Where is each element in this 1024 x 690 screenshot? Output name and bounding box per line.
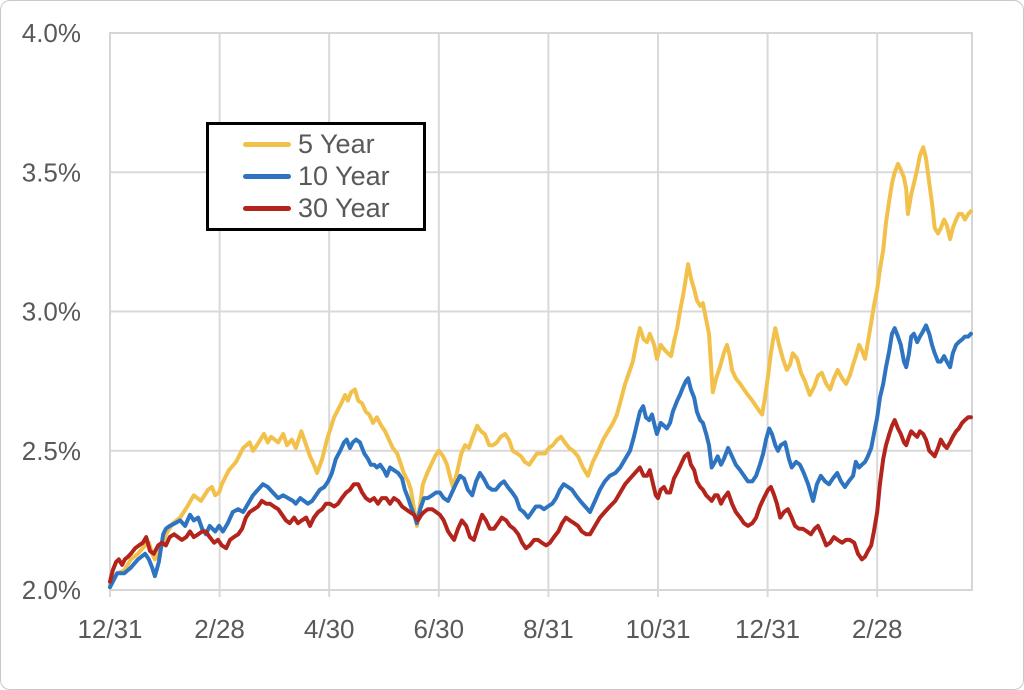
legend-entry-10-year: 10 Year [243, 160, 423, 191]
legend: 5 Year 10 Year 30 Year [206, 122, 426, 231]
x-axis-tick-label: 12/31 [735, 614, 800, 644]
legend-label-5-year: 5 Year [298, 129, 375, 160]
legend-entry-30-year: 30 Year [243, 192, 423, 223]
series-line-10-year [108, 323, 973, 590]
y-axis-tick-label: 2.5% [22, 436, 81, 466]
x-axis-tick-label: 4/30 [304, 614, 355, 644]
plot-border [109, 32, 973, 591]
x-axis-tick-label: 6/30 [413, 614, 464, 644]
legend-swatch-30-year-icon [243, 205, 291, 211]
x-axis-tick-label: 8/31 [523, 614, 574, 644]
series-line-5-year [108, 145, 973, 587]
y-axis-tick-label: 2.0% [22, 575, 81, 605]
legend-swatch-5-year-icon [243, 142, 291, 148]
legend-entry-5-year: 5 Year [243, 131, 423, 158]
x-axis-tick-label: 2/28 [852, 614, 903, 644]
y-axis-tick-label: 3.5% [22, 157, 81, 187]
y-axis-tick-label: 4.0% [22, 18, 81, 48]
x-axis-tick-label: 12/31 [77, 614, 142, 644]
x-axis-tick-label: 10/31 [625, 614, 690, 644]
series-line-30-year [108, 415, 973, 584]
legend-label-30-year: 30 Year [298, 192, 390, 223]
y-axis-tick-label: 3.0% [22, 297, 81, 327]
x-axis-tick-label: 2/28 [194, 614, 245, 644]
legend-swatch-10-year-icon [243, 173, 291, 179]
legend-label-10-year: 10 Year [298, 160, 390, 191]
